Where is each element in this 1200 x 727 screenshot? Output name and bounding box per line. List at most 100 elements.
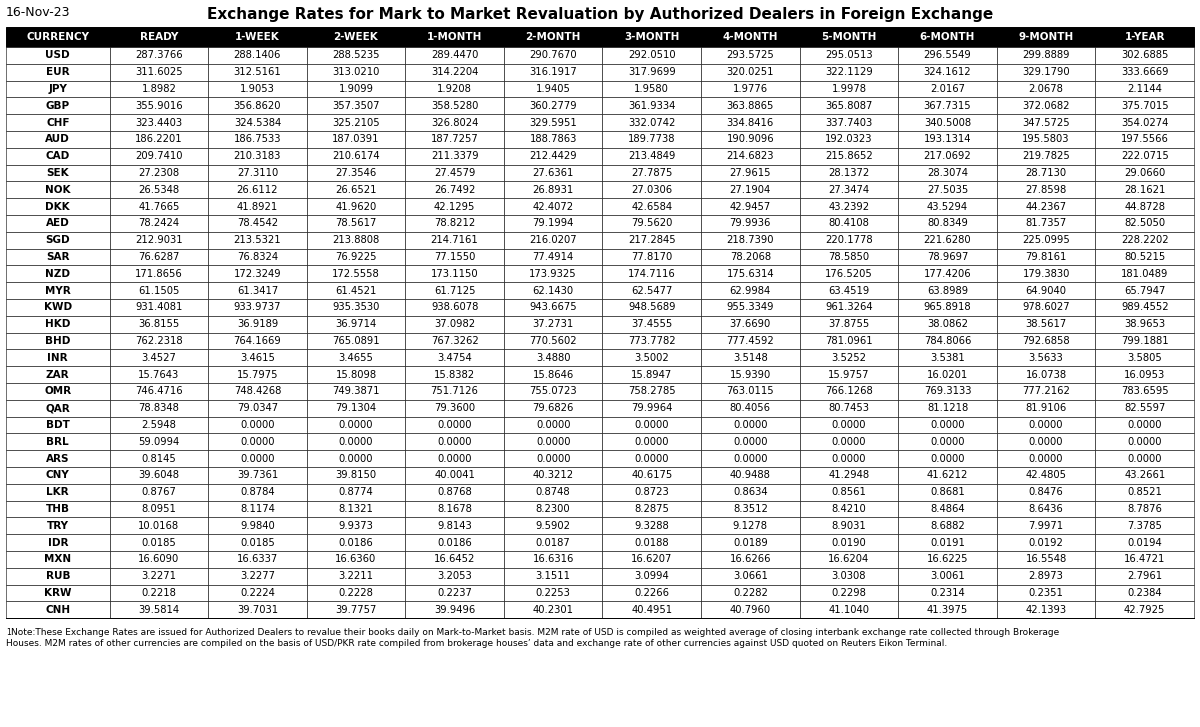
Text: 43.2392: 43.2392 — [828, 201, 870, 212]
Text: 209.7410: 209.7410 — [136, 151, 182, 161]
Text: 16.6360: 16.6360 — [335, 555, 377, 564]
Bar — [997, 316, 1096, 332]
Text: 295.0513: 295.0513 — [826, 50, 872, 60]
Bar — [6, 417, 109, 433]
Text: CNY: CNY — [46, 470, 70, 481]
Text: 302.6885: 302.6885 — [1121, 50, 1169, 60]
Bar — [6, 518, 109, 534]
Text: 2.0678: 2.0678 — [1028, 84, 1063, 94]
Bar — [899, 282, 997, 299]
Bar — [701, 483, 799, 501]
Bar — [899, 81, 997, 97]
Bar — [602, 131, 701, 148]
Text: 9.9840: 9.9840 — [240, 521, 275, 531]
Text: 0.8561: 0.8561 — [832, 487, 866, 497]
Bar — [307, 383, 406, 400]
Text: 0.2218: 0.2218 — [142, 588, 176, 598]
Bar — [1096, 518, 1194, 534]
Bar — [6, 114, 109, 131]
Bar — [208, 585, 307, 601]
Text: 0.0000: 0.0000 — [240, 437, 275, 447]
Text: READY: READY — [139, 32, 178, 42]
Text: 3.2277: 3.2277 — [240, 571, 275, 581]
Bar — [997, 568, 1096, 585]
Text: 38.0862: 38.0862 — [928, 319, 968, 329]
Bar — [799, 114, 899, 131]
Text: 0.0186: 0.0186 — [437, 537, 472, 547]
Text: 8.1678: 8.1678 — [437, 504, 472, 514]
Text: 40.0041: 40.0041 — [434, 470, 475, 481]
Text: 218.7390: 218.7390 — [726, 236, 774, 245]
Text: 749.3871: 749.3871 — [332, 386, 379, 396]
Text: 323.4403: 323.4403 — [136, 118, 182, 128]
Text: 63.4519: 63.4519 — [828, 286, 870, 296]
Bar — [504, 27, 602, 47]
Text: 9.3288: 9.3288 — [635, 521, 670, 531]
Text: 61.1505: 61.1505 — [138, 286, 180, 296]
Bar — [109, 316, 208, 332]
Bar — [602, 332, 701, 350]
Text: 355.9016: 355.9016 — [136, 101, 182, 111]
Bar — [899, 148, 997, 164]
Bar — [6, 47, 109, 64]
Text: 290.7670: 290.7670 — [529, 50, 577, 60]
Text: 214.6823: 214.6823 — [726, 151, 774, 161]
Text: 0.0000: 0.0000 — [1128, 420, 1162, 430]
Text: Note:These Exchange Rates are issued for Authorized Dealers to revalue their boo: Note:These Exchange Rates are issued for… — [11, 628, 1060, 637]
Text: 1.9099: 1.9099 — [338, 84, 373, 94]
Bar — [899, 568, 997, 585]
Bar — [6, 265, 109, 282]
Text: 9.9373: 9.9373 — [338, 521, 373, 531]
Text: 0.8767: 0.8767 — [142, 487, 176, 497]
Bar — [307, 450, 406, 467]
Bar — [307, 131, 406, 148]
Text: 76.8324: 76.8324 — [236, 252, 278, 262]
Text: 0.2253: 0.2253 — [535, 588, 571, 598]
Bar — [109, 114, 208, 131]
Text: 173.9325: 173.9325 — [529, 269, 577, 278]
Bar — [701, 47, 799, 64]
Bar — [504, 601, 602, 618]
Bar — [406, 433, 504, 450]
Bar — [109, 383, 208, 400]
Bar — [6, 433, 109, 450]
Text: 195.5803: 195.5803 — [1022, 134, 1070, 145]
Text: 37.8755: 37.8755 — [828, 319, 870, 329]
Bar — [899, 501, 997, 518]
Text: 16.6204: 16.6204 — [828, 555, 870, 564]
Bar — [307, 97, 406, 114]
Text: 0.0185: 0.0185 — [142, 537, 176, 547]
Bar — [899, 265, 997, 282]
Bar — [208, 114, 307, 131]
Text: 758.2785: 758.2785 — [628, 386, 676, 396]
Text: 1.9405: 1.9405 — [535, 84, 571, 94]
Bar — [109, 131, 208, 148]
Text: 8.6882: 8.6882 — [930, 521, 965, 531]
Bar — [799, 164, 899, 182]
Bar — [602, 518, 701, 534]
Text: 28.3074: 28.3074 — [928, 168, 968, 178]
Bar — [208, 164, 307, 182]
Text: 27.0306: 27.0306 — [631, 185, 672, 195]
Bar — [208, 81, 307, 97]
Bar — [1096, 400, 1194, 417]
Bar — [406, 467, 504, 483]
Bar — [6, 568, 109, 585]
Text: 3.4655: 3.4655 — [338, 353, 373, 363]
Text: 9-MONTH: 9-MONTH — [1019, 32, 1074, 42]
Bar — [899, 316, 997, 332]
Text: CAD: CAD — [46, 151, 70, 161]
Text: 296.5549: 296.5549 — [924, 50, 972, 60]
Text: 77.1550: 77.1550 — [434, 252, 475, 262]
Bar — [406, 483, 504, 501]
Text: 81.9106: 81.9106 — [1026, 403, 1067, 413]
Text: 347.5725: 347.5725 — [1022, 118, 1070, 128]
Text: 43.2661: 43.2661 — [1124, 470, 1165, 481]
Bar — [406, 350, 504, 366]
Bar — [208, 249, 307, 265]
Bar — [1096, 232, 1194, 249]
Bar — [899, 350, 997, 366]
Bar — [602, 215, 701, 232]
Text: 360.2779: 360.2779 — [529, 101, 577, 111]
Text: 0.0000: 0.0000 — [536, 420, 570, 430]
